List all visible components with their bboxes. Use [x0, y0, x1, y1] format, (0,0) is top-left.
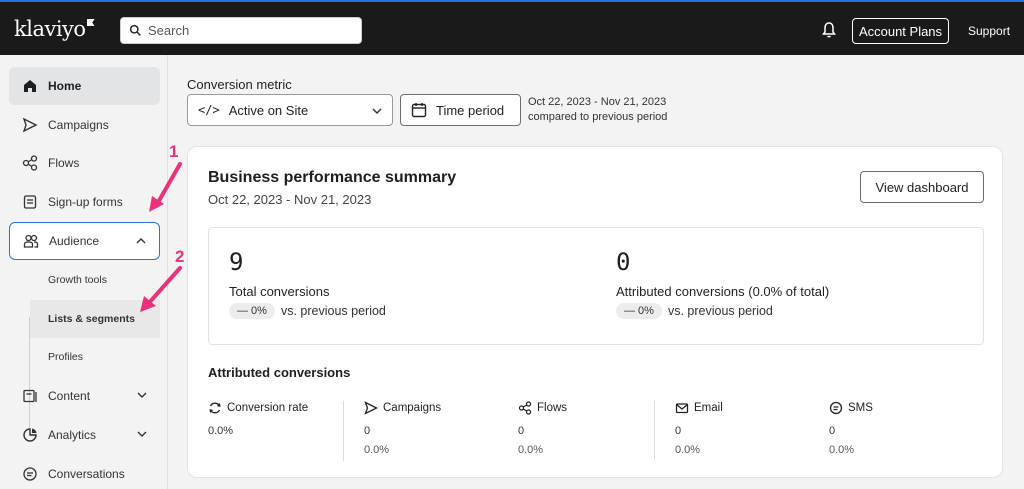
sidebar-item-campaigns[interactable]: Campaigns [9, 106, 160, 144]
chevron-down-icon [372, 108, 382, 115]
sidebar-item-label: Audience [49, 234, 100, 248]
bell-icon[interactable] [821, 21, 837, 39]
chat-icon [22, 466, 38, 482]
time-period-label: Time period [436, 102, 505, 118]
attributed-conversions-title: Attributed conversions [208, 365, 351, 380]
attr-value: 0 [675, 425, 682, 437]
sidebar-item-audience[interactable]: Audience [9, 222, 160, 260]
account-plans-button[interactable]: Account Plans [852, 18, 949, 44]
search-input[interactable] [148, 23, 348, 38]
card-title: Business performance summary [208, 169, 457, 186]
attr-col-campaigns: Campaigns 0 0.0% [343, 401, 497, 461]
compare-text: compared to previous period [528, 111, 668, 123]
total-conversions-stat: 9 Total conversions — 0% vs. previous per… [229, 248, 386, 319]
attr-value: 0 [518, 425, 525, 437]
attr-label: Flows [537, 402, 568, 414]
annotation-arrow-1 [149, 162, 182, 212]
change-badge: — 0% [229, 303, 275, 319]
total-conversions-label: Total conversions [229, 284, 330, 299]
sidebar-subitem-profiles[interactable]: Profiles [48, 351, 84, 363]
sidebar-item-label: Flows [48, 156, 80, 170]
mail-icon [675, 401, 689, 415]
conversion-metric-select[interactable]: </> Active on Site [187, 94, 393, 126]
flows-icon [22, 155, 38, 171]
attr-percent: 0.0% [518, 444, 544, 456]
calendar-icon [411, 103, 427, 118]
date-range-text: Oct 22, 2023 - Nov 21, 2023 compared to … [528, 95, 667, 125]
time-period-button[interactable]: Time period [400, 94, 521, 126]
sms-icon [829, 401, 843, 415]
sidebar-subitem-growth-tools[interactable]: Growth tools [48, 274, 107, 286]
date-range: Oct 22, 2023 - Nov 21, 2023 [528, 96, 667, 108]
compare-label: vs. previous period [667, 304, 773, 318]
code-icon: </> [198, 103, 220, 117]
change-badge: — 0% [616, 303, 662, 319]
business-performance-card: Business performance summary Oct 22, 202… [187, 146, 1003, 478]
content-icon [22, 388, 38, 404]
analytics-icon [22, 427, 38, 443]
sidebar-item-label: Sign-up forms [48, 195, 123, 209]
logo-flag-icon [86, 19, 95, 26]
sidebar-item-conversations[interactable]: Conversations [9, 455, 160, 489]
attr-label: Campaigns [383, 402, 442, 414]
sidebar-item-flows[interactable]: Flows [9, 144, 160, 182]
attr-col-email: Email 0 0.0% [654, 401, 808, 461]
send-icon [22, 117, 38, 133]
attr-value: 0.0% [208, 425, 234, 437]
attr-label: Conversion rate [227, 402, 309, 414]
attr-col-flows: Flows 0 0.0% [518, 401, 672, 461]
send-icon [364, 401, 378, 415]
submenu-divider [29, 317, 30, 433]
sidebar-item-label: Analytics [48, 428, 97, 442]
form-icon [22, 194, 38, 210]
annotation-number-2: 2 [175, 247, 185, 266]
search-icon [129, 24, 141, 36]
home-icon [22, 78, 38, 94]
attr-col-sms: SMS 0 0.0% [829, 401, 983, 461]
refresh-icon [208, 401, 222, 415]
attr-label: SMS [848, 402, 873, 414]
sidebar-item-content[interactable]: Content [9, 377, 160, 415]
sidebar-item-label: Campaigns [48, 118, 109, 132]
compare-label: vs. previous period [280, 304, 386, 318]
top-bar: klaviyo Account Plans Support [0, 0, 1024, 55]
attr-col-conversion-rate: Conversion rate 0.0% [208, 401, 362, 461]
attributed-conversions-stat: 0 Attributed conversions (0.0% of total)… [616, 248, 829, 319]
search-box[interactable] [120, 17, 362, 44]
sidebar-item-label: Home [48, 79, 82, 93]
chevron-down-icon [137, 392, 147, 398]
card-subtitle: Oct 22, 2023 - Nov 21, 2023 [208, 192, 372, 207]
attributed-conversions-value: 0 [616, 248, 631, 276]
sidebar-item-label: Content [48, 389, 91, 403]
klaviyo-logo[interactable]: klaviyo [14, 17, 95, 41]
attr-label: Email [694, 402, 723, 414]
attr-percent: 0.0% [364, 444, 390, 456]
attr-percent: 0.0% [675, 444, 701, 456]
metric-value: Active on Site [228, 102, 309, 118]
attr-value: 0 [364, 425, 371, 437]
sidebar-item-analytics[interactable]: Analytics [9, 416, 160, 454]
people-icon [23, 233, 39, 249]
sidebar-subitem-lists-segments[interactable]: Lists & segments [30, 300, 160, 338]
support-link[interactable]: Support [968, 24, 1011, 38]
total-conversions-value: 9 [229, 248, 244, 276]
sidebar: Home Campaigns Flows Sign-up forms Audie… [0, 55, 168, 489]
attr-percent: 0.0% [829, 444, 855, 456]
attributed-conversions-label: Attributed conversions (0.0% of total) [616, 284, 830, 299]
chevron-down-icon [137, 431, 147, 437]
chevron-up-icon [136, 238, 146, 244]
conversion-stats: 9 Total conversions — 0% vs. previous per… [208, 227, 984, 345]
sidebar-item-signup-forms[interactable]: Sign-up forms [9, 183, 160, 221]
annotation-number-1: 1 [169, 142, 179, 161]
conversion-metric-label: Conversion metric [187, 77, 292, 92]
flows-icon [518, 401, 532, 415]
view-dashboard-button[interactable]: View dashboard [860, 171, 984, 203]
sidebar-item-home[interactable]: Home [9, 67, 160, 105]
attr-value: 0 [829, 425, 836, 437]
annotation-arrow-2 [140, 266, 182, 312]
sidebar-item-label: Conversations [48, 467, 125, 481]
